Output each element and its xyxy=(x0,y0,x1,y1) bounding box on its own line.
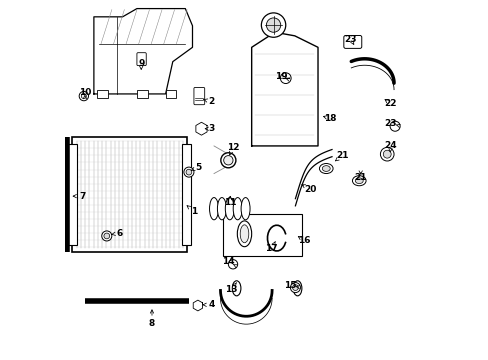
Text: 20: 20 xyxy=(304,185,316,194)
Text: 12: 12 xyxy=(226,143,239,152)
Text: 3: 3 xyxy=(208,124,214,133)
Polygon shape xyxy=(193,300,202,311)
Polygon shape xyxy=(251,32,317,146)
Ellipse shape xyxy=(232,281,241,296)
Polygon shape xyxy=(94,9,192,94)
Ellipse shape xyxy=(383,150,390,158)
Ellipse shape xyxy=(233,198,242,220)
Polygon shape xyxy=(196,122,206,135)
Bar xyxy=(182,144,191,244)
Ellipse shape xyxy=(355,178,363,184)
Ellipse shape xyxy=(322,166,329,171)
FancyBboxPatch shape xyxy=(343,36,361,48)
Circle shape xyxy=(266,18,280,32)
Text: 6: 6 xyxy=(116,229,122,238)
Text: 18: 18 xyxy=(323,114,335,123)
Text: 22: 22 xyxy=(383,99,396,108)
Ellipse shape xyxy=(292,285,298,291)
Ellipse shape xyxy=(240,225,248,243)
Text: 19: 19 xyxy=(274,72,287,81)
Text: 5: 5 xyxy=(195,163,202,172)
Text: 13: 13 xyxy=(225,284,237,293)
Text: 23: 23 xyxy=(344,35,356,44)
Ellipse shape xyxy=(280,73,290,84)
Ellipse shape xyxy=(319,163,332,174)
Ellipse shape xyxy=(221,153,235,168)
Ellipse shape xyxy=(241,198,249,220)
Text: 24: 24 xyxy=(384,141,396,150)
Ellipse shape xyxy=(209,198,218,220)
Text: 1: 1 xyxy=(191,207,197,216)
Text: 9: 9 xyxy=(138,59,144,68)
Ellipse shape xyxy=(389,121,399,131)
Circle shape xyxy=(261,13,285,37)
Bar xyxy=(165,90,176,98)
Text: 7: 7 xyxy=(79,192,85,201)
Ellipse shape xyxy=(225,198,234,220)
Text: 17: 17 xyxy=(264,244,277,253)
Bar xyxy=(72,137,187,252)
Text: 11: 11 xyxy=(224,198,236,207)
Ellipse shape xyxy=(290,283,300,293)
Bar xyxy=(97,90,108,98)
FancyBboxPatch shape xyxy=(194,87,204,105)
FancyBboxPatch shape xyxy=(137,53,146,66)
Ellipse shape xyxy=(104,233,109,239)
Ellipse shape xyxy=(217,198,226,220)
Ellipse shape xyxy=(223,156,233,165)
Ellipse shape xyxy=(81,94,86,99)
Bar xyxy=(68,144,77,244)
Ellipse shape xyxy=(102,231,112,241)
Ellipse shape xyxy=(228,260,237,269)
Text: 10: 10 xyxy=(79,87,91,96)
Ellipse shape xyxy=(79,91,88,101)
Text: 16: 16 xyxy=(297,236,310,245)
Bar xyxy=(137,90,147,98)
Ellipse shape xyxy=(185,169,191,175)
Text: 21: 21 xyxy=(335,151,347,160)
Text: 15: 15 xyxy=(284,281,296,290)
Ellipse shape xyxy=(352,176,366,186)
Ellipse shape xyxy=(237,221,251,247)
Ellipse shape xyxy=(293,281,301,296)
Bar xyxy=(223,214,301,256)
Text: 14: 14 xyxy=(222,257,234,266)
Text: 4: 4 xyxy=(208,300,214,309)
Ellipse shape xyxy=(380,147,393,161)
Text: 8: 8 xyxy=(148,319,155,328)
Text: 23: 23 xyxy=(384,119,396,128)
Text: 21: 21 xyxy=(354,174,366,183)
Ellipse shape xyxy=(183,167,194,177)
Text: 2: 2 xyxy=(208,97,214,106)
